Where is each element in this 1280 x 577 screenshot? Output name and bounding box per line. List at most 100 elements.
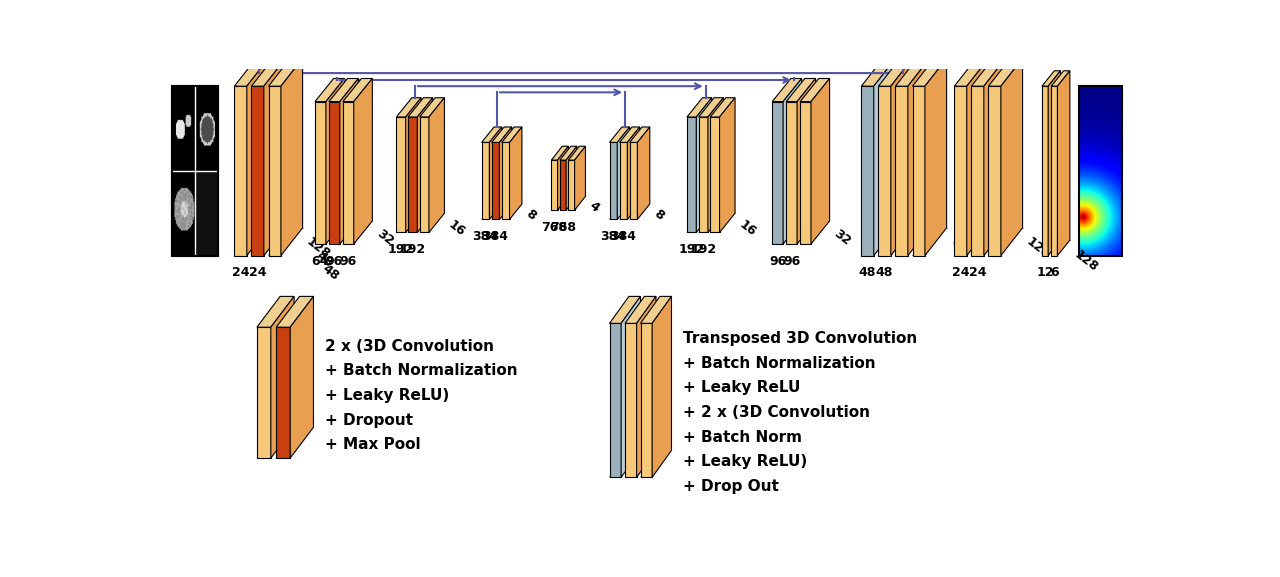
- Polygon shape: [276, 297, 314, 327]
- Polygon shape: [339, 78, 358, 244]
- Polygon shape: [696, 98, 712, 233]
- Polygon shape: [617, 127, 630, 219]
- Polygon shape: [559, 160, 566, 210]
- Polygon shape: [636, 297, 657, 477]
- Polygon shape: [269, 58, 302, 86]
- Text: + Batch Normalization: + Batch Normalization: [325, 364, 517, 379]
- Bar: [195, 171, 218, 256]
- Polygon shape: [575, 146, 585, 210]
- Text: Transposed 3D Convolution: Transposed 3D Convolution: [684, 331, 918, 346]
- Text: 192: 192: [678, 243, 705, 256]
- Polygon shape: [234, 86, 247, 256]
- Text: 48: 48: [314, 249, 335, 271]
- Polygon shape: [640, 323, 652, 477]
- Polygon shape: [408, 117, 417, 233]
- Polygon shape: [972, 58, 1006, 86]
- Polygon shape: [786, 78, 815, 102]
- Polygon shape: [568, 160, 575, 210]
- Polygon shape: [861, 58, 896, 86]
- Text: 192: 192: [388, 243, 415, 256]
- Text: 384: 384: [600, 230, 626, 243]
- Text: 8: 8: [524, 207, 539, 223]
- Polygon shape: [417, 98, 433, 233]
- Text: 24: 24: [232, 267, 250, 279]
- Bar: [172, 86, 218, 256]
- Text: + Leaky ReLU: + Leaky ReLU: [684, 380, 800, 395]
- Polygon shape: [800, 78, 829, 102]
- Polygon shape: [502, 127, 522, 143]
- Polygon shape: [257, 327, 271, 458]
- Polygon shape: [353, 78, 372, 244]
- Text: + Leaky ReLU): + Leaky ReLU): [325, 388, 449, 403]
- Text: 768: 768: [541, 221, 567, 234]
- Polygon shape: [652, 297, 672, 477]
- Text: 384: 384: [611, 230, 636, 243]
- Polygon shape: [874, 58, 896, 256]
- Polygon shape: [625, 297, 657, 323]
- Text: 384: 384: [483, 230, 508, 243]
- Polygon shape: [955, 86, 966, 256]
- Polygon shape: [329, 78, 358, 102]
- Polygon shape: [630, 143, 637, 219]
- Polygon shape: [1051, 86, 1057, 256]
- Polygon shape: [687, 98, 712, 117]
- Polygon shape: [710, 98, 735, 117]
- Polygon shape: [1048, 71, 1061, 256]
- Polygon shape: [509, 127, 522, 219]
- Polygon shape: [552, 160, 558, 210]
- Polygon shape: [251, 86, 264, 256]
- Polygon shape: [772, 102, 783, 244]
- Polygon shape: [797, 78, 815, 244]
- Polygon shape: [772, 78, 801, 102]
- Polygon shape: [234, 58, 269, 86]
- Polygon shape: [291, 297, 314, 458]
- Polygon shape: [891, 58, 913, 256]
- Polygon shape: [896, 58, 929, 86]
- Text: + Drop Out: + Drop Out: [684, 479, 780, 494]
- Polygon shape: [719, 98, 735, 233]
- Polygon shape: [708, 98, 723, 233]
- Polygon shape: [984, 58, 1006, 256]
- Text: 384: 384: [472, 230, 498, 243]
- Text: + Max Pool: + Max Pool: [325, 437, 421, 452]
- Text: 768: 768: [550, 221, 576, 234]
- Polygon shape: [861, 86, 874, 256]
- Text: 16: 16: [445, 218, 467, 239]
- Text: 128: 128: [305, 235, 333, 262]
- Polygon shape: [247, 58, 269, 256]
- Text: 64: 64: [948, 235, 970, 257]
- Polygon shape: [966, 58, 988, 256]
- Polygon shape: [609, 297, 640, 323]
- Text: 192: 192: [399, 243, 426, 256]
- Polygon shape: [315, 102, 326, 244]
- Polygon shape: [1001, 58, 1023, 256]
- Polygon shape: [257, 297, 294, 327]
- Polygon shape: [397, 117, 406, 233]
- Polygon shape: [1051, 71, 1070, 86]
- Polygon shape: [786, 102, 797, 244]
- Text: 32: 32: [374, 227, 396, 248]
- Polygon shape: [251, 58, 285, 86]
- Polygon shape: [499, 127, 512, 219]
- Polygon shape: [908, 58, 929, 256]
- Text: + Batch Normalization: + Batch Normalization: [684, 355, 876, 370]
- Polygon shape: [972, 86, 984, 256]
- Polygon shape: [1042, 71, 1061, 86]
- Polygon shape: [343, 78, 372, 102]
- Text: + Batch Norm: + Batch Norm: [684, 430, 803, 445]
- Polygon shape: [878, 86, 891, 256]
- Polygon shape: [492, 143, 499, 219]
- Text: 96: 96: [783, 255, 800, 268]
- Polygon shape: [552, 146, 568, 160]
- Text: 2 x (3D Convolution: 2 x (3D Convolution: [325, 339, 494, 354]
- Polygon shape: [429, 98, 444, 233]
- Polygon shape: [280, 58, 302, 256]
- Polygon shape: [640, 297, 672, 323]
- Polygon shape: [609, 127, 630, 143]
- Polygon shape: [988, 86, 1001, 256]
- Polygon shape: [566, 146, 577, 210]
- Text: 4: 4: [588, 200, 602, 215]
- Polygon shape: [627, 127, 640, 219]
- Polygon shape: [1057, 71, 1070, 256]
- Text: 16: 16: [736, 218, 758, 239]
